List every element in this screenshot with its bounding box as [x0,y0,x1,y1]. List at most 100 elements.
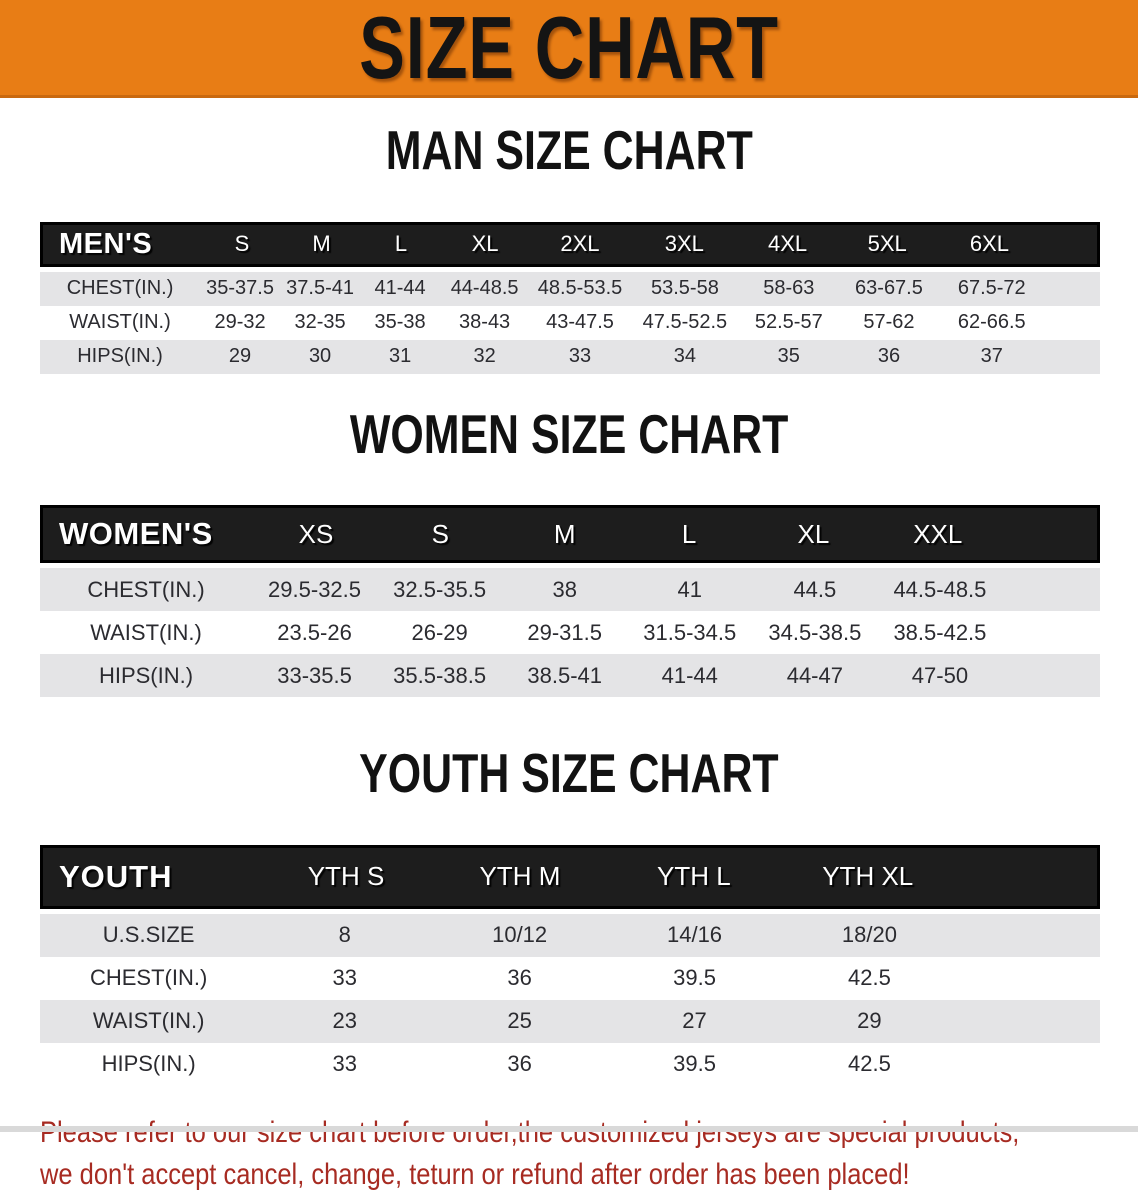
table-row: U.S.SIZE 8 10/12 14/16 18/20 [40,913,1100,957]
table-cell: 44-47 [786,662,843,688]
youth-size-table: YOUTH YTH S YTH M YTH L YTH XL U.S.SIZE 8 10/12… [40,844,1100,1086]
column-header: L [681,518,697,549]
table-cell: 62-66.5 [957,311,1026,334]
men-size-table: MEN'S S M L XL 2XL 3XL 4XL 5XL 6XL CHEST(IN.) 35-37… [40,221,1100,374]
table-cell: 33-35.5 [277,662,352,688]
column-header: M [312,231,331,257]
size-chart-banner: SIZE CHART [0,0,1138,98]
table-cell: 36 [877,345,901,368]
table-cell: 44.5-48.5 [893,576,987,602]
disclaimer-line-1: Please refer to our size chart before or… [40,1115,1020,1149]
table-cell: 47-50 [911,662,969,688]
table-cell: 10/12 [492,922,548,948]
table-cell: 29.5-32.5 [268,576,362,602]
row-label: WAIST(IN.) [69,311,171,334]
column-header: XS [298,518,334,549]
column-header: L [394,231,408,257]
table-cell: 44-48.5 [450,277,519,300]
row-label: U.S.SIZE [102,922,195,948]
table-cell: 63-67.5 [855,277,923,300]
table-cell: 27 [682,1008,707,1034]
table-cell: 35.5-38.5 [393,662,487,688]
column-header: YTH M [479,861,561,892]
table-cell: 44.5 [793,576,837,602]
row-label: HIPS(IN.) [77,345,163,368]
table-cell: 36 [507,965,532,991]
table-cell: 8 [338,922,351,948]
table-title: MEN'S [59,227,153,260]
table-cell: 29 [228,345,252,368]
table-cell: 41-44 [374,277,426,300]
column-header: 3XL [664,231,704,257]
row-label: WAIST(IN.) [92,1008,205,1034]
row-label: HIPS(IN.) [98,662,194,688]
column-header: M [553,518,576,549]
table-cell: 41 [677,576,703,602]
table-row: CHEST(IN.) 35-37.5 37.5-41 41-44 44-48.5 48.5… [40,271,1100,306]
column-header: S [431,518,449,549]
table-header-row: WOMEN'S XS S M L XL XXL [40,505,1100,564]
table-cell: 32.5-35.5 [393,576,487,602]
column-header: 5XL [867,231,907,257]
column-header: XL [471,231,499,257]
table-cell: 29-31.5 [527,619,602,645]
table-cell: 52.5-57 [754,311,823,334]
column-header: YTH S [307,861,385,892]
table-cell: 29 [857,1008,882,1034]
bottom-edge-strip [0,1126,1138,1132]
table-cell: 57-62 [863,311,915,334]
table-cell: 18/20 [841,922,897,948]
column-header: YTH XL [822,861,914,892]
column-header: YTH L [656,861,731,892]
column-header: XXL [913,518,963,549]
table-cell: 32-35 [294,311,346,334]
youth-section-heading: YOUTH SIZE CHART [359,742,779,805]
column-header: XL [797,518,830,549]
table-cell: 34 [673,345,697,368]
table-cell: 42.5 [848,1051,891,1077]
disclaimer-text: Please refer to our size chart before or… [40,1112,1118,1196]
table-cell: 26-29 [411,619,468,645]
table-row: CHEST(IN.) 33 36 39.5 42.5 [40,956,1100,1000]
table-cell: 38.5-41 [527,662,602,688]
table-row: HIPS(IN.) 29 30 31 32 33 34 35 36 37 [40,339,1100,374]
table-cell: 25 [507,1008,532,1034]
table-cell: 32 [473,345,496,368]
table-cell: 37 [980,345,1003,368]
row-label: HIPS(IN.) [101,1051,196,1077]
row-label: CHEST(IN.) [66,277,174,300]
table-cell: 36 [507,1051,532,1077]
table-cell: 38-43 [459,311,511,334]
banner-title: SIZE CHART [359,0,779,97]
row-label: WAIST(IN.) [90,619,202,645]
table-cell: 33 [332,1051,357,1077]
table-title: WOMEN'S [59,516,213,552]
row-label: CHEST(IN.) [89,965,208,991]
table-row: WAIST(IN.) 23 25 27 29 [40,999,1100,1043]
table-cell: 35-38 [374,311,426,334]
disclaimer-line-2: we don't accept cancel, change, teturn o… [40,1157,910,1191]
row-label: CHEST(IN.) [87,576,205,602]
table-row: HIPS(IN.) 33-35.5 35.5-38.5 38.5-41 41-44 44-… [40,654,1100,698]
women-size-table: WOMEN'S XS S M L XL XXL CHEST(IN.) 29.5-32.5 32.5… [40,505,1100,698]
column-header: S [234,231,250,257]
table-cell: 39.5 [673,1051,716,1077]
table-cell: 37.5-41 [286,277,354,300]
table-cell: 31.5-34.5 [643,619,737,645]
table-cell: 35-37.5 [206,277,274,300]
men-section-heading: MAN SIZE CHART [385,119,753,181]
table-cell: 58-63 [763,277,815,300]
table-cell: 23 [332,1008,357,1034]
table-cell: 42.5 [848,965,891,991]
table-cell: 31 [388,345,412,368]
table-cell: 23.5-26 [277,619,352,645]
table-cell: 67.5-72 [957,277,1026,300]
table-header-row: MEN'S S M L XL 2XL 3XL 4XL 5XL 6XL [40,221,1100,267]
column-header: 2XL [560,231,600,257]
table-cell: 53.5-58 [651,277,719,300]
column-header: 4XL [767,231,808,257]
table-cell: 47.5-52.5 [642,311,728,334]
table-header-row: YOUTH YTH S YTH M YTH L YTH XL [40,844,1100,909]
table-title: YOUTH [59,858,173,894]
table-cell: 41-44 [661,662,718,688]
